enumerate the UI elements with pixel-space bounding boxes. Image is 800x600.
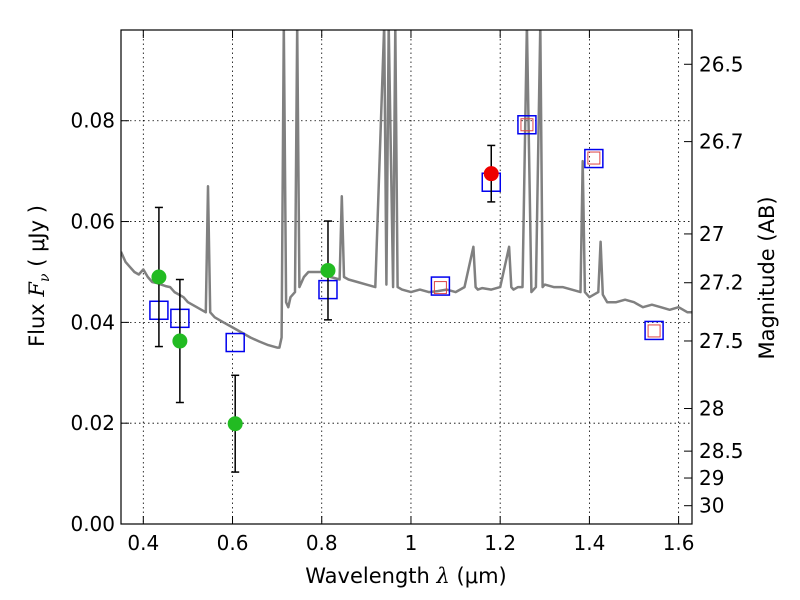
x-tick-label: 1.6 — [663, 531, 695, 555]
photometry-point — [320, 262, 336, 278]
data-layer — [121, 30, 692, 473]
magnitude-tick-label: 26.7 — [699, 130, 744, 154]
y-tick-label: 0.08 — [70, 109, 115, 133]
photometry-point — [227, 416, 243, 432]
x-tick-label: 1.4 — [573, 531, 605, 555]
magnitude-tick-label: 28 — [699, 397, 724, 421]
x-axis-label: Wavelength λ (μm) — [305, 564, 506, 588]
x-tick-label: 0.8 — [306, 531, 338, 555]
magnitude-axis-label: Magnitude (AB) — [755, 196, 779, 359]
upper-limit-square — [647, 324, 661, 338]
y-tick-label: 0.02 — [70, 411, 115, 435]
upper-limit-square — [433, 281, 447, 295]
model-photometry-square — [225, 332, 245, 353]
x-tick-label: 1.2 — [484, 531, 516, 555]
model-photometry-square — [517, 115, 537, 135]
magnitude-tick-label: 30 — [699, 494, 724, 518]
plot-frame — [120, 29, 693, 525]
sed-model-line — [121, 30, 692, 349]
magnitude-tick-label: 26.5 — [699, 52, 744, 76]
tick-layer: 0.4 0.6 0.8 1 1.2 1.4 1.6 0.00 0.02 0.04 0.06 0.08 2… — [70, 30, 744, 555]
model-photometry-square — [430, 276, 451, 296]
upper-limit-square — [520, 118, 534, 132]
photometry-point — [172, 333, 188, 349]
photometry-point — [151, 269, 167, 285]
model-photometry-square — [584, 148, 604, 169]
model-photometry-square — [644, 320, 664, 341]
y-tick-label: 0.00 — [70, 512, 115, 536]
clipped-data — [121, 30, 692, 473]
magnitude-tick-label: 28.5 — [699, 439, 744, 463]
upper-limit-square — [587, 151, 601, 165]
x-tick-label: 1 — [405, 531, 418, 555]
x-tick-label: 0.4 — [127, 531, 159, 555]
y-tick-label: 0.04 — [70, 310, 115, 334]
magnitude-tick-label: 29 — [699, 466, 724, 490]
photometry-point — [483, 166, 499, 182]
magnitude-tick-label: 27.2 — [699, 271, 744, 295]
y-tick-label: 0.06 — [70, 210, 115, 234]
x-tick-label: 0.6 — [217, 531, 249, 555]
magnitude-tick-label: 27.5 — [699, 329, 744, 353]
magnitude-tick-label: 27 — [699, 222, 724, 246]
y-axis-label: Flux Fν ( μJy ) — [25, 205, 53, 347]
